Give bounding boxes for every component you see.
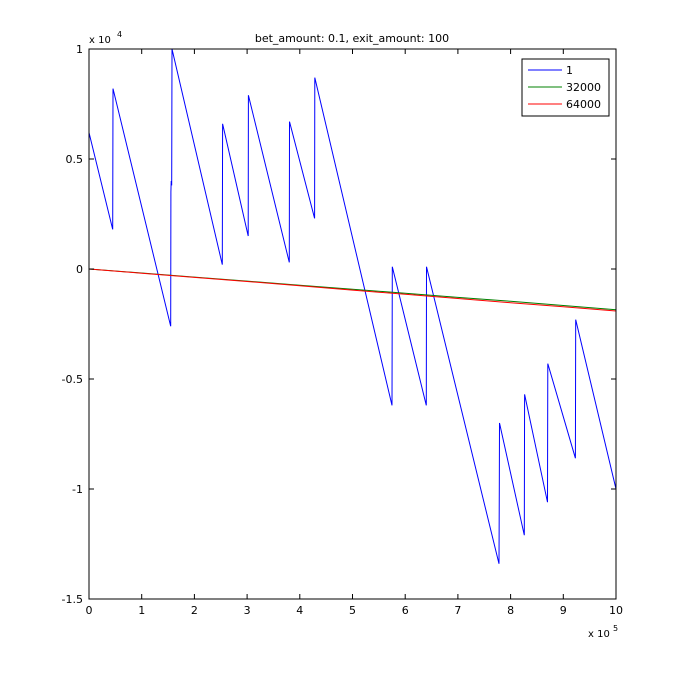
y-tick-label: 1	[76, 43, 83, 56]
x-tick-label: 9	[560, 604, 567, 617]
x-tick-label: 5	[349, 604, 356, 617]
x-tick-label: 2	[191, 604, 198, 617]
legend-label-1: 1	[566, 64, 573, 77]
legend-label-32000: 32000	[566, 81, 601, 94]
x-tick-label: 4	[296, 604, 303, 617]
x-tick-label: 3	[244, 604, 251, 617]
y-axis-multiplier-exponent: 4	[117, 30, 122, 39]
x-axis-multiplier: x 10	[588, 629, 610, 640]
x-tick-label: 7	[454, 604, 461, 617]
x-axis-multiplier-exponent: 5	[613, 624, 618, 633]
series-line-1	[88, 48, 617, 564]
plot-area	[89, 49, 616, 599]
x-tick-label: 8	[507, 604, 514, 617]
y-tick-label: -1.5	[62, 593, 83, 606]
y-tick-label: 0	[76, 263, 83, 276]
legend: 1 32000 64000	[521, 58, 610, 117]
series-line-64000	[88, 268, 617, 312]
y-axis-multiplier: x 10	[89, 35, 111, 46]
plot-background	[89, 49, 616, 599]
y-tick-label: -0.5	[62, 373, 83, 386]
x-tick-label: 10	[609, 604, 623, 617]
legend-label-64000: 64000	[566, 98, 601, 111]
series-layer	[88, 48, 617, 564]
y-tick-label: 0.5	[66, 153, 84, 166]
x-tick-label: 0	[86, 604, 93, 617]
y-tick-label: -1	[72, 483, 83, 496]
axes-layer: 0 1 2 3 4 5 6 7 8 9 10 -1.5 -1 -0.5 0 0.5 1 x 10 4 x 10 5	[62, 30, 623, 640]
chart-title: bet_amount: 0.1, exit_amount: 100	[255, 32, 449, 45]
x-tick-label: 1	[138, 604, 145, 617]
x-tick-label: 6	[402, 604, 409, 617]
